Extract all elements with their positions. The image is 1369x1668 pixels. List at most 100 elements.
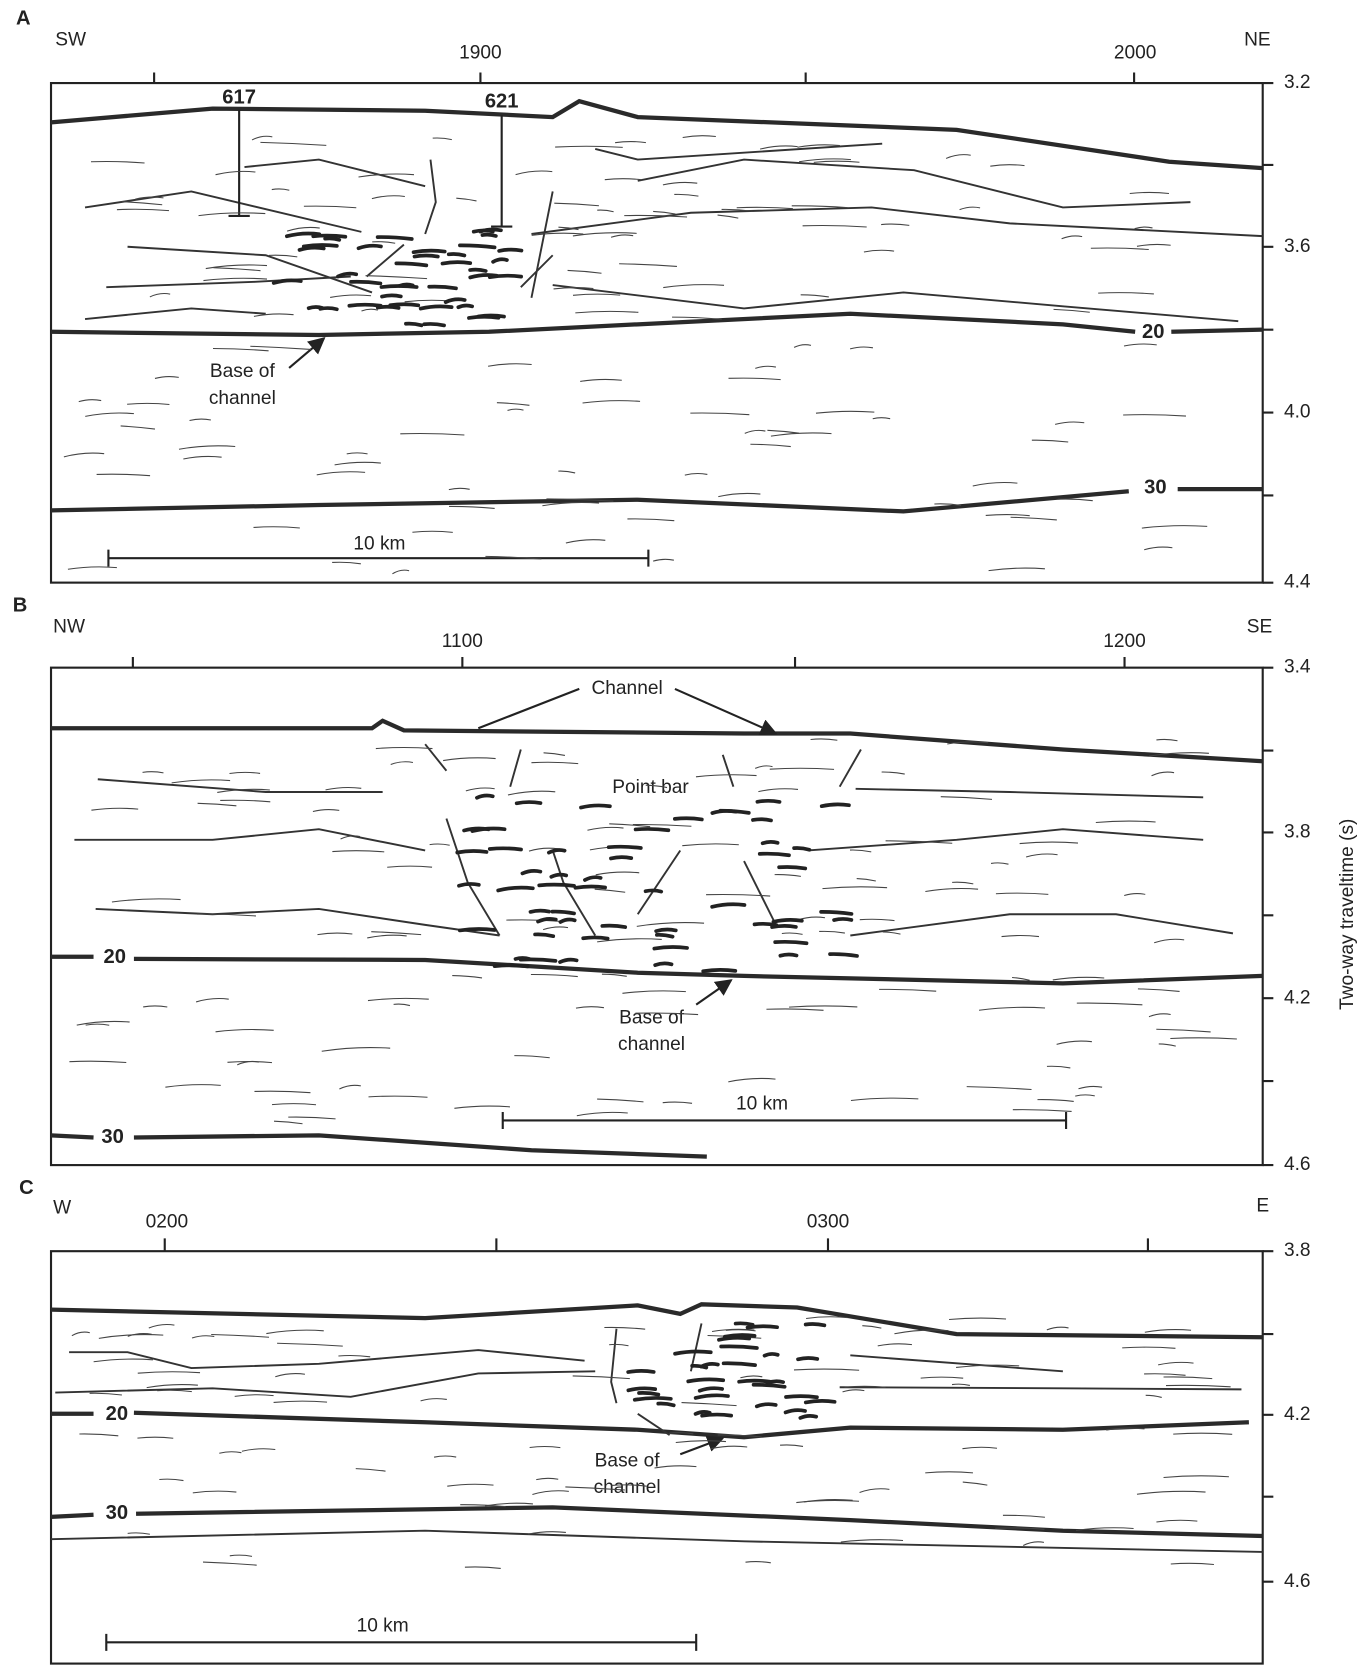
top-label: 1100 — [442, 631, 483, 652]
depth-label: 3.4 — [1284, 657, 1311, 678]
channel-fill — [271, 278, 303, 285]
panel-a: A SW NE 1900 2000 3.2 3.6 4.0 4.4 617 62… — [16, 8, 1311, 593]
arrow — [695, 979, 733, 1006]
reflector-fragment — [1149, 752, 1209, 757]
channel-fill — [487, 846, 523, 852]
channel-fill — [643, 888, 664, 894]
reflector-fragment — [754, 765, 773, 769]
panel-frame — [49, 666, 1264, 1167]
reflector-fragment — [237, 1060, 259, 1066]
channel-fill — [792, 846, 812, 852]
well-label: 617 — [222, 86, 256, 108]
reflector-fragment — [791, 205, 848, 209]
horizon — [51, 718, 1263, 764]
reflector-fragment — [662, 181, 698, 186]
reflector-fragment — [995, 892, 1049, 895]
annotation: Channel — [591, 678, 662, 699]
reflector-fragment — [1001, 934, 1040, 938]
channel-fill — [475, 793, 495, 800]
reflector-fragment — [1052, 976, 1105, 981]
reflector-fragment — [85, 412, 134, 417]
reflector-fragment — [146, 1384, 198, 1389]
reflector-fragment — [859, 918, 895, 922]
reflector-fragment — [277, 1342, 343, 1347]
ticks — [131, 657, 1274, 1167]
reflector-fragment — [1098, 292, 1154, 295]
reflector-fragment — [198, 212, 266, 217]
reflector-fragment — [1090, 247, 1149, 251]
reflector-fragment — [594, 888, 626, 893]
reflector-fragment — [149, 293, 171, 298]
reflector-fragment — [758, 788, 799, 793]
channel-fill — [652, 945, 689, 951]
channel-fill — [653, 961, 674, 968]
reflector-fragment — [542, 926, 569, 931]
reflector-fragment — [390, 761, 414, 765]
reflector-fragment — [652, 558, 674, 562]
channel-fill — [468, 267, 488, 273]
reflector-fragment — [934, 503, 962, 506]
channel-fill — [418, 304, 454, 311]
reflector-fragment — [63, 452, 105, 458]
reflector-fragment — [959, 206, 981, 211]
channel-fill — [356, 243, 383, 251]
reflector-fragment — [215, 170, 256, 176]
reflector-fragment — [1056, 1040, 1092, 1045]
reflector-fragment — [229, 1554, 253, 1557]
reflector-fragment — [856, 878, 876, 882]
channel-fill — [411, 248, 447, 255]
reflector-fragment — [597, 938, 662, 943]
reflector-fragment — [393, 1003, 411, 1007]
annotation: Point bar — [612, 777, 689, 798]
reflector-fragment — [972, 481, 1018, 487]
reflector-fragment — [624, 214, 688, 218]
top-label: 2000 — [1114, 42, 1157, 63]
channel-fill — [318, 306, 339, 312]
reflector-fragment — [717, 1434, 762, 1438]
channel-fill — [778, 952, 799, 958]
depth-label: 4.6 — [1284, 1154, 1311, 1175]
reflector-fragment — [1137, 988, 1180, 992]
channel-fill — [721, 1361, 757, 1367]
reflector-fragment — [1025, 853, 1058, 858]
reflector-fragment — [148, 1324, 175, 1329]
reflector-fragment — [1170, 1562, 1214, 1566]
reflector-fragment — [137, 1371, 201, 1374]
annotation: Base of — [619, 1007, 685, 1028]
reflector-fragment — [604, 1326, 646, 1330]
reflector-fragment — [653, 210, 676, 215]
reflector-fragment — [760, 145, 798, 150]
reflector-fragment — [178, 445, 236, 450]
channel-fill — [656, 1401, 676, 1408]
channel-fill — [697, 1386, 724, 1393]
reflector-fragment — [988, 567, 1045, 572]
reflector-fragment — [253, 526, 300, 529]
reflector-fragment — [1012, 1109, 1072, 1112]
horizon — [50, 311, 1263, 338]
reflector-fragment — [572, 232, 637, 237]
channel-fill — [347, 302, 383, 308]
reflector-fragment — [793, 1368, 860, 1371]
reflector-fragment — [268, 254, 298, 258]
arrow — [288, 337, 326, 369]
reflector-fragment — [582, 400, 641, 404]
depth-label: 3.2 — [1284, 72, 1311, 93]
reflector-fragment — [925, 1471, 974, 1474]
channel-fill — [771, 918, 804, 924]
reflector-fragment — [681, 1402, 737, 1407]
channel-fill — [770, 924, 798, 929]
depth-label: 3.8 — [1284, 821, 1311, 842]
reflector-fragment — [260, 141, 327, 146]
reflector-fragment — [288, 1116, 336, 1120]
panel-letter: B — [13, 594, 28, 616]
scale-label: 10 km — [357, 1615, 409, 1636]
reflector-fragment — [530, 973, 578, 978]
reflector-fragment — [945, 154, 971, 159]
channel-fill — [784, 1394, 819, 1400]
reflector-fragment — [358, 173, 415, 178]
horizon — [50, 1302, 1263, 1340]
panel-c: C W E 0200 0300 3.8 4.2 4.6 20 30 Base o… — [19, 1177, 1311, 1665]
reflector-fragment — [774, 874, 801, 877]
